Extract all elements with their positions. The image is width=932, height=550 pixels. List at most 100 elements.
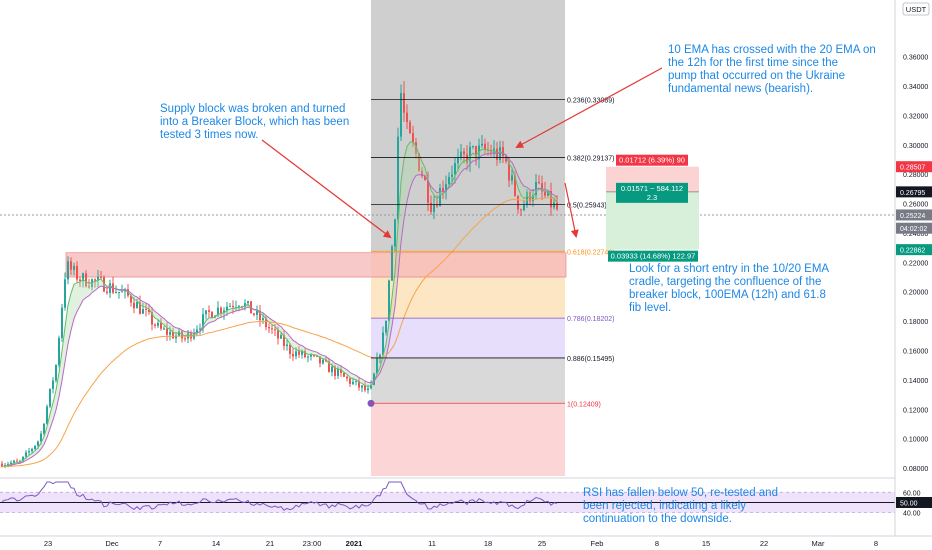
time-tick-label: 15 <box>702 539 710 548</box>
candle <box>64 272 66 311</box>
candle-body <box>289 344 291 354</box>
candle-body <box>118 291 120 293</box>
candle <box>442 180 444 199</box>
candle-body <box>358 380 360 388</box>
candle-body <box>145 309 147 311</box>
candle-body <box>550 191 552 208</box>
candle-body <box>367 388 369 391</box>
candle-body <box>547 191 549 196</box>
candle-body <box>322 359 324 364</box>
candle-body <box>283 335 285 347</box>
candle-body <box>217 307 219 316</box>
candle-body <box>253 313 255 315</box>
fib-level-label: 0.786(0.18202) <box>567 316 614 323</box>
currency-label: USDT <box>906 5 927 14</box>
candle-body <box>85 273 87 287</box>
candle-body <box>355 380 357 382</box>
candle <box>76 261 78 283</box>
candle <box>205 310 207 320</box>
price-tick-label: 0.32000 <box>903 113 928 120</box>
candle-body <box>526 191 528 205</box>
price-badge <box>896 222 932 234</box>
candle-body <box>172 331 174 339</box>
candle <box>55 364 57 383</box>
candle <box>400 84 402 142</box>
candle-body <box>76 265 78 280</box>
annotation-line: fib level. <box>629 302 671 314</box>
candle-body <box>400 93 402 137</box>
candle-body <box>226 306 228 311</box>
candle-body <box>436 204 438 207</box>
candle <box>430 195 432 215</box>
candle <box>346 375 348 382</box>
price-tick-label: 0.14000 <box>903 378 928 385</box>
ema-100-line <box>1 197 558 468</box>
candle <box>118 291 120 299</box>
candle-body <box>403 93 405 113</box>
time-tick-label: 22 <box>760 539 768 548</box>
entry-label-2: 2.3 <box>647 193 657 202</box>
candle-body <box>94 279 96 281</box>
candle-body <box>238 306 240 308</box>
candle-body <box>202 314 204 329</box>
candle <box>151 307 153 331</box>
time-tick-label: 18 <box>484 539 492 548</box>
candle <box>253 312 255 317</box>
candle-body <box>88 286 90 288</box>
price-tick-label: 0.24000 <box>903 231 928 238</box>
fib-level-label: 0.5(0.25943) <box>567 202 607 209</box>
candle <box>166 322 168 342</box>
candle-body <box>379 354 381 358</box>
annotation-line: breaker block, 100EMA (12h) and 61.8 <box>629 289 826 301</box>
candle <box>28 448 30 456</box>
time-tick-label: 8 <box>655 539 659 548</box>
candle-body <box>178 331 180 336</box>
candle-body <box>73 265 75 270</box>
candle-body <box>415 142 417 154</box>
candle-body <box>10 462 12 465</box>
candle <box>142 302 144 315</box>
annotation-rsi: RSI has fallen below 50, re-tested and be… <box>583 487 778 525</box>
candle <box>406 104 408 130</box>
fib-zone-purple <box>371 318 565 358</box>
candle-body <box>424 175 426 181</box>
candle <box>160 317 162 331</box>
candle-body <box>244 303 246 308</box>
rsi-line <box>1 481 558 511</box>
candle-body <box>520 209 522 211</box>
candle-body <box>409 122 411 134</box>
fib-layer: 0.236(0.33089) 0.382(0.29137) 0.5(0.25943)… <box>371 97 614 408</box>
candle-body <box>148 309 150 312</box>
candle-body <box>502 147 504 157</box>
candle-body <box>187 332 189 339</box>
candle-body <box>361 385 363 388</box>
price-tick-label: 0.28000 <box>903 172 928 179</box>
annotation-line: 10 EMA has crossed with the 20 EMA on <box>668 44 876 56</box>
time-tick-label: 21 <box>266 539 274 548</box>
candle-body <box>286 344 288 347</box>
candle-body <box>31 448 33 452</box>
candle-body <box>481 143 483 146</box>
candle-body <box>427 180 429 203</box>
candle-body <box>52 380 54 389</box>
fib-level-label: 0.382(0.29137) <box>567 155 614 162</box>
time-tick-label: 14 <box>212 539 220 548</box>
candle-body <box>514 175 516 196</box>
candle <box>16 458 18 462</box>
annotation-breaker: Supply block was broken and turned into a… <box>160 103 349 141</box>
candle-body <box>199 328 201 330</box>
price-tick-label: 0.22000 <box>903 260 928 267</box>
candle-body <box>364 385 366 391</box>
candle-body <box>256 310 258 315</box>
candle <box>280 332 282 340</box>
price-axis-bg <box>895 0 932 550</box>
candle <box>382 326 384 357</box>
candle-body <box>58 337 60 366</box>
candle-body <box>310 355 312 357</box>
candle <box>43 422 45 436</box>
candle <box>415 137 417 159</box>
candle-body <box>337 369 339 376</box>
candle-body <box>328 361 330 373</box>
